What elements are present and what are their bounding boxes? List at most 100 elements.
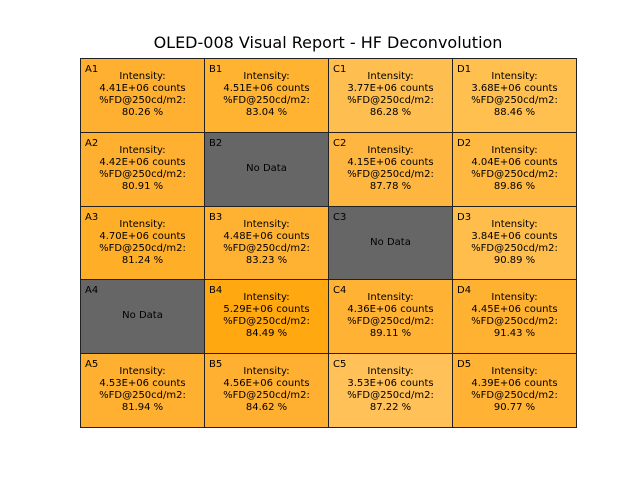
fd-label: %FD@250cd/m2:	[99, 168, 186, 180]
fd-label: %FD@250cd/m2:	[223, 316, 310, 328]
heatmap-cell-a3: A3 Intensity: 4.70E+06 counts %FD@250cd/m2:…	[80, 205, 205, 281]
fd-value: 88.46 %	[493, 107, 536, 118]
chart-title: OLED-008 Visual Report - HF Deconvolutio…	[153, 33, 503, 52]
intensity-label: Intensity:	[491, 144, 538, 156]
cell-id-label: D5	[457, 359, 472, 371]
heatmap-cell-c3: C3 No Data	[328, 205, 453, 281]
intensity-label: Intensity:	[243, 292, 290, 304]
intensity-value: 4.42E+06 counts	[99, 156, 186, 168]
fd-label: %FD@250cd/m2:	[471, 95, 558, 106]
fd-value: 84.49 %	[245, 328, 288, 340]
fd-label: %FD@250cd/m2:	[223, 390, 310, 402]
intensity-value: 4.36E+06 counts	[347, 304, 434, 316]
intensity-label: Intensity:	[119, 71, 166, 82]
cell-id-label: B1	[209, 64, 223, 75]
fd-value: 90.77 %	[493, 402, 536, 414]
intensity-value: 4.51E+06 counts	[223, 83, 310, 94]
intensity-label: Intensity:	[119, 144, 166, 156]
no-data-label: No Data	[246, 162, 287, 174]
fd-value: 89.86 %	[493, 180, 536, 192]
cell-id-label: A5	[85, 359, 99, 371]
fd-value: 87.78 %	[369, 180, 412, 192]
intensity-value: 4.48E+06 counts	[223, 230, 310, 242]
cell-id-label: C2	[333, 137, 347, 149]
cell-id-label: B5	[209, 359, 223, 371]
intensity-value: 3.84E+06 counts	[471, 230, 558, 242]
heatmap-cell-d2: D2 Intensity: 4.04E+06 counts %FD@250cd/m2:…	[452, 131, 577, 207]
cell-values: Intensity: 3.84E+06 counts %FD@250cd/m2: 90…	[453, 219, 576, 267]
intensity-value: 4.53E+06 counts	[99, 378, 186, 390]
cell-values: Intensity: 4.45E+06 counts %FD@250cd/m2: 91…	[453, 292, 576, 340]
fd-value: 86.28 %	[369, 107, 412, 118]
cell-values: Intensity: 4.70E+06 counts %FD@250cd/m2: 81…	[81, 219, 204, 267]
intensity-value: 4.45E+06 counts	[471, 304, 558, 316]
cell-values: Intensity: 4.36E+06 counts %FD@250cd/m2: 89…	[329, 292, 452, 340]
heatmap-cell-b5: B5 Intensity: 4.56E+06 counts %FD@250cd/m2:…	[204, 353, 329, 428]
cell-id-label: D3	[457, 211, 472, 223]
intensity-value: 3.68E+06 counts	[471, 83, 558, 94]
no-data-label: No Data	[122, 310, 163, 322]
heatmap-cell-a1: A1 Intensity: 4.41E+06 counts %FD@250cd/m2:…	[80, 58, 205, 133]
heatmap-cell-c2: C2 Intensity: 4.15E+06 counts %FD@250cd/m2:…	[328, 131, 453, 207]
fd-label: %FD@250cd/m2:	[471, 316, 558, 328]
cell-id-label: D4	[457, 285, 472, 297]
fd-label: %FD@250cd/m2:	[471, 168, 558, 180]
cell-values: Intensity: 4.42E+06 counts %FD@250cd/m2: 80…	[81, 145, 204, 193]
fd-label: %FD@250cd/m2:	[99, 242, 186, 254]
intensity-label: Intensity:	[367, 71, 414, 82]
fd-label: %FD@250cd/m2:	[347, 95, 434, 106]
cell-values: Intensity: 4.39E+06 counts %FD@250cd/m2: 90…	[453, 366, 576, 414]
cell-values: Intensity: 4.51E+06 counts %FD@250cd/m2: 83…	[205, 71, 328, 119]
intensity-value: 4.39E+06 counts	[471, 378, 558, 390]
heatmap-cell-a5: A5 Intensity: 4.53E+06 counts %FD@250cd/m2:…	[80, 353, 205, 428]
cell-id-label: B2	[209, 137, 223, 149]
fd-value: 84.62 %	[245, 402, 288, 414]
cell-id-label: A3	[85, 211, 99, 223]
intensity-value: 4.70E+06 counts	[99, 230, 186, 242]
intensity-value: 4.41E+06 counts	[99, 83, 186, 94]
heatmap-cell-d3: D3 Intensity: 3.84E+06 counts %FD@250cd/m2:…	[452, 205, 577, 281]
fd-value: 90.89 %	[493, 254, 536, 266]
intensity-label: Intensity:	[243, 218, 290, 230]
heatmap-cell-d1: D1 Intensity: 3.68E+06 counts %FD@250cd/m2:…	[452, 58, 577, 133]
fd-label: %FD@250cd/m2:	[471, 242, 558, 254]
intensity-label: Intensity:	[243, 71, 290, 82]
cell-id-label: A2	[85, 137, 99, 149]
intensity-label: Intensity:	[491, 366, 538, 378]
cell-id-label: B3	[209, 211, 223, 223]
fd-label: %FD@250cd/m2:	[347, 390, 434, 402]
heatmap-cell-d5: D5 Intensity: 4.39E+06 counts %FD@250cd/m2:…	[452, 353, 577, 428]
heatmap-cell-b3: B3 Intensity: 4.48E+06 counts %FD@250cd/m2:…	[204, 205, 329, 281]
intensity-value: 3.53E+06 counts	[347, 378, 434, 390]
intensity-label: Intensity:	[119, 218, 166, 230]
intensity-label: Intensity:	[491, 292, 538, 304]
heatmap-cell-c4: C4 Intensity: 4.36E+06 counts %FD@250cd/m2:…	[328, 279, 453, 355]
intensity-value: 3.77E+06 counts	[347, 83, 434, 94]
heatmap-cell-b1: B1 Intensity: 4.51E+06 counts %FD@250cd/m2:…	[204, 58, 329, 133]
cell-id-label: D1	[457, 64, 472, 75]
intensity-label: Intensity:	[367, 366, 414, 378]
fd-label: %FD@250cd/m2:	[347, 316, 434, 328]
cell-id-label: A4	[85, 285, 99, 297]
fd-value: 80.91 %	[121, 180, 164, 192]
heatmap-cell-a4: A4 No Data	[80, 279, 205, 355]
fd-label: %FD@250cd/m2:	[471, 390, 558, 402]
heatmap-cell-d4: D4 Intensity: 4.45E+06 counts %FD@250cd/m2:…	[452, 279, 577, 355]
intensity-label: Intensity:	[119, 366, 166, 378]
intensity-label: Intensity:	[367, 292, 414, 304]
intensity-label: Intensity:	[491, 71, 538, 82]
fd-label: %FD@250cd/m2:	[223, 95, 310, 106]
cell-values: Intensity: 4.53E+06 counts %FD@250cd/m2: 81…	[81, 366, 204, 414]
fd-value: 81.94 %	[121, 402, 164, 414]
cell-values: Intensity: 4.56E+06 counts %FD@250cd/m2: 84…	[205, 366, 328, 414]
cell-values: Intensity: 3.53E+06 counts %FD@250cd/m2: 87…	[329, 366, 452, 414]
cell-values: Intensity: 4.41E+06 counts %FD@250cd/m2: 80…	[81, 71, 204, 119]
fd-value: 87.22 %	[369, 402, 412, 414]
heatmap-cell-c1: C1 Intensity: 3.77E+06 counts %FD@250cd/m2:…	[328, 58, 453, 133]
intensity-value: 4.56E+06 counts	[223, 378, 310, 390]
fd-value: 83.23 %	[245, 254, 288, 266]
cell-values: Intensity: 5.29E+06 counts %FD@250cd/m2: 84…	[205, 292, 328, 340]
cell-values: Intensity: 3.68E+06 counts %FD@250cd/m2: 88…	[453, 71, 576, 119]
intensity-label: Intensity:	[367, 144, 414, 156]
cell-id-label: C3	[333, 211, 347, 223]
